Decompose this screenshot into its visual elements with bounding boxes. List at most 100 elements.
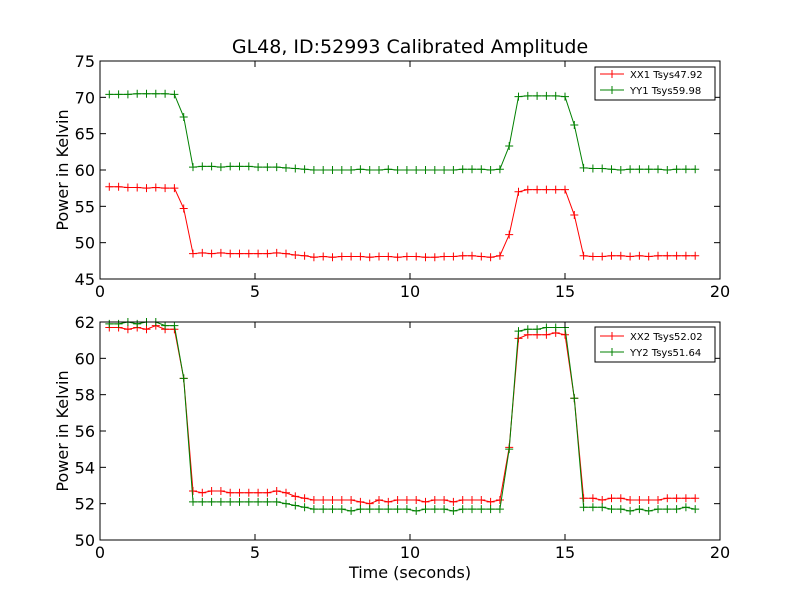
bottom-series-1-point [189, 497, 197, 506]
top-series-1-point [133, 89, 142, 98]
bottom-series-0-point [393, 496, 402, 505]
bottom-series-0-point [235, 488, 244, 497]
bottom-series-1-point [672, 505, 681, 514]
bottom-series-0-point [375, 496, 383, 505]
top-series-1-point [486, 166, 495, 174]
bottom-series-0-point [468, 496, 476, 505]
top-series-0-point [337, 252, 346, 261]
bottom-series-0-point [207, 486, 216, 495]
top-series-1-point [347, 166, 356, 174]
bottom-series-0-point [607, 494, 616, 503]
bottom-series-0-point [328, 496, 337, 505]
top-series-1-point [309, 166, 318, 174]
top-series-0-point [440, 252, 449, 261]
bottom-series-0-point [309, 496, 318, 505]
top-series-line-0 [109, 186, 696, 258]
bottom-series-1-point [263, 497, 272, 506]
top-panel: GL48, ID:52993 Calibrated Amplitude 0 5 10… [53, 36, 730, 301]
top-series-0-point [142, 184, 151, 193]
top-series-0-point [189, 249, 197, 258]
top-legend-label-xx1: XX1 Tsys47.92 [630, 70, 703, 81]
bottom-series-1-point [468, 505, 476, 514]
top-series-1-point [300, 165, 309, 174]
top-series-0-point [551, 185, 560, 194]
top-series-0-point [133, 183, 142, 192]
top-series-0-point [505, 230, 514, 239]
bottom-series-0-point [319, 496, 328, 505]
bottom-y-tick-label: 56 [75, 422, 95, 441]
top-series-0-point [430, 253, 439, 262]
top-series-0-point [384, 252, 393, 261]
bottom-series-0-point [440, 496, 449, 505]
top-series-1-point [328, 166, 337, 174]
bottom-x-tick-label: 5 [250, 543, 260, 562]
bottom-series-1-point [198, 497, 207, 506]
bottom-legend-label-yy2: YY2 Tsys51.64 [629, 348, 701, 359]
top-series-1-point [598, 164, 607, 173]
top-series-1-point [421, 166, 430, 174]
bottom-series-1-point [282, 499, 290, 508]
top-series-0-point [402, 252, 411, 261]
top-series-1-point [263, 163, 272, 172]
bottom-series-0-point [291, 492, 300, 501]
bottom-series-1-point [328, 505, 337, 514]
top-series-0-point [123, 183, 132, 192]
top-series-0-point [421, 253, 430, 262]
bottom-series-1-point [337, 505, 346, 514]
top-series-1-point [375, 166, 383, 174]
bottom-series-0-point [244, 488, 253, 497]
top-series-0-point [309, 253, 318, 262]
bottom-series-0-point [142, 325, 151, 334]
bottom-series-0-point [449, 497, 458, 506]
bottom-series-line-0 [109, 325, 696, 505]
top-series-1-point [579, 163, 588, 172]
bottom-series-0-point [672, 494, 681, 503]
top-series-1-point [691, 165, 700, 174]
top-series-1-point [384, 165, 393, 174]
top-series-0-point [458, 251, 467, 260]
bottom-series-0-point [691, 494, 700, 503]
top-series-1-point [430, 166, 439, 174]
bottom-series-1-point [616, 505, 625, 514]
top-series-1-point [244, 162, 253, 171]
bottom-legend-marker-xx2 [608, 332, 616, 340]
bottom-series-1-point [384, 505, 393, 514]
bottom-series-1-point [421, 505, 430, 514]
bottom-y-tick-label: 60 [75, 349, 95, 368]
bottom-legend-label-xx2: XX2 Tsys52.02 [630, 332, 703, 343]
top-series-0-point [291, 251, 300, 260]
bottom-series-1-point [607, 505, 616, 514]
bottom-y-tick-label: 62 [75, 313, 95, 332]
top-series-0-point [114, 182, 123, 191]
top-series-0-point [161, 184, 170, 193]
bottom-series-1-point [495, 505, 504, 514]
top-series-0-point [663, 251, 672, 260]
bottom-panel: 0 5 10 15 20 50 52 54 56 58 60 62 Power in Kelvin T… [53, 313, 730, 582]
top-tick-group: 0 5 10 15 20 45 50 55 60 65 70 75 [75, 52, 731, 301]
top-y-tick-label: 75 [75, 52, 95, 71]
bottom-series-0-point [486, 497, 495, 506]
bottom-series-1-point [505, 445, 514, 454]
top-legend-marker-xx1 [608, 70, 616, 78]
bottom-series-1-point [393, 505, 402, 514]
bottom-series-1-point [458, 505, 467, 514]
bottom-series-1-point [226, 497, 235, 506]
top-series-0-point [570, 211, 579, 220]
bottom-y-tick-label: 54 [75, 458, 95, 477]
top-series-0-point [635, 251, 644, 260]
top-series-0-point [514, 187, 523, 196]
top-y-tick-label: 65 [75, 125, 95, 144]
top-series-1-point [626, 165, 635, 174]
bottom-series-0-point [123, 325, 132, 334]
bottom-series-0-point [430, 496, 439, 505]
top-y-tick-label: 70 [75, 88, 95, 107]
bottom-series-1-point [309, 505, 318, 514]
top-series-0-point [616, 251, 625, 260]
top-series-1-point [468, 165, 476, 174]
top-series-0-point [486, 253, 495, 262]
bottom-series-0-point [384, 497, 393, 506]
bottom-series-1-point [588, 503, 597, 512]
bottom-legend-box [594, 326, 716, 363]
top-series-1-point [179, 112, 188, 121]
bottom-series-1-point [161, 321, 170, 330]
